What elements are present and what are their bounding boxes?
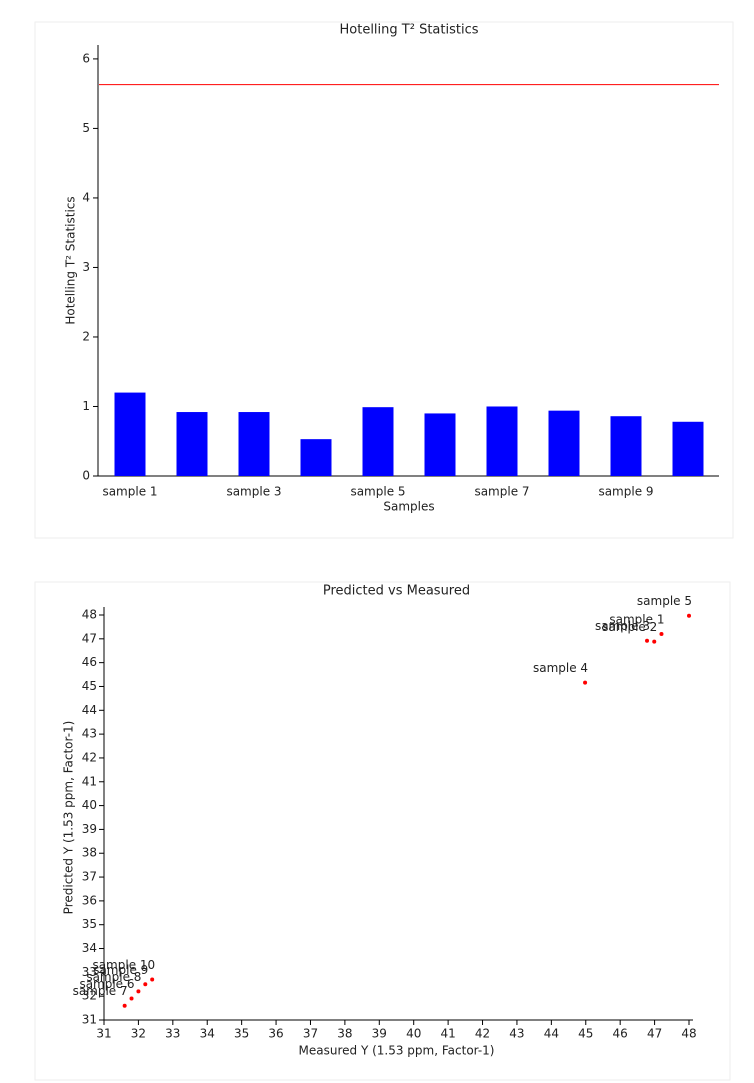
point-label: sample 6	[79, 977, 134, 991]
y-tick-label: 4	[82, 190, 90, 204]
x-tick-label: sample 7	[474, 485, 529, 499]
y-tick-label: 48	[82, 608, 97, 622]
x-tick-label: 40	[406, 1027, 421, 1041]
y-tick-label: 33	[82, 965, 97, 979]
point	[687, 613, 691, 618]
x-tick-label: 38	[337, 1027, 352, 1041]
y-tick-label: 44	[82, 703, 97, 717]
bar	[176, 412, 208, 476]
bar	[548, 410, 580, 476]
x-tick-label: 36	[268, 1027, 283, 1041]
x-tick-label: 41	[440, 1027, 455, 1041]
panel	[34, 21, 734, 539]
chart-title: Hotelling T² Statistics	[340, 23, 479, 38]
point-label: sample 2	[602, 620, 657, 634]
x-tick-label: 39	[372, 1027, 387, 1041]
y-tick-label: 34	[82, 941, 97, 955]
x-tick-label: sample 9	[598, 485, 653, 499]
panel	[34, 581, 731, 1081]
point	[652, 639, 657, 644]
x-tick-label: sample 1	[102, 485, 157, 499]
x-tick-label: 43	[509, 1027, 524, 1041]
bar	[424, 413, 456, 476]
y-tick-label: 47	[82, 631, 97, 645]
x-tick-label: sample 3	[226, 485, 281, 499]
bar	[672, 421, 704, 476]
point	[150, 977, 155, 982]
y-tick-label: 40	[82, 798, 97, 812]
y-tick-label: 43	[82, 727, 97, 741]
x-tick-label: 35	[234, 1027, 249, 1041]
point	[143, 982, 148, 987]
y-tick-label: 1	[82, 399, 90, 413]
bar	[486, 406, 518, 476]
y-tick-label: 46	[82, 655, 97, 669]
x-tick-label: sample 5	[350, 485, 405, 499]
x-tick-label: 48	[681, 1027, 696, 1041]
x-tick-label: 44	[544, 1027, 559, 1041]
y-tick-label: 37	[82, 870, 97, 884]
y-tick-label: 2	[82, 329, 90, 343]
point-label: sample 1	[609, 613, 664, 627]
y-tick-label: 31	[82, 1013, 97, 1027]
y-tick-label: 35	[82, 917, 97, 931]
bar	[114, 392, 146, 476]
point	[659, 632, 664, 637]
y-tick-label: 39	[82, 822, 97, 836]
y-tick-label: 41	[82, 774, 97, 788]
point-label: sample 4	[533, 661, 588, 675]
y-tick-label: 6	[82, 51, 90, 65]
x-tick-label: 45	[578, 1027, 593, 1041]
bar	[610, 416, 642, 476]
point-label: sample 8	[86, 970, 141, 984]
y-tick-label: 36	[82, 893, 97, 907]
point-label: sample 3	[595, 619, 650, 633]
point-label: sample 9	[93, 963, 148, 977]
point	[122, 1003, 127, 1008]
x-tick-label: 42	[475, 1027, 490, 1041]
x-tick-label: 33	[165, 1027, 180, 1041]
chart-title: Predicted vs Measured	[323, 584, 470, 599]
y-tick-label: 0	[82, 469, 90, 483]
y-tick-label: 38	[82, 846, 97, 860]
x-tick-label: 47	[647, 1027, 662, 1041]
bar	[300, 439, 332, 476]
bar	[362, 407, 394, 476]
y-axis-label: Hotelling T² Statistics	[64, 196, 78, 324]
point	[129, 996, 134, 1001]
y-tick-label: 3	[82, 260, 90, 274]
y-tick-label: 32	[82, 989, 97, 1003]
x-tick-label: 37	[303, 1027, 318, 1041]
y-tick-label: 42	[82, 750, 97, 764]
x-tick-label: 32	[131, 1027, 146, 1041]
y-tick-label: 45	[82, 679, 97, 693]
x-axis-label: Measured Y (1.53 ppm, Factor-1)	[299, 1044, 495, 1058]
y-axis-label: Predicted Y (1.53 ppm, Factor-1)	[62, 721, 76, 915]
point	[136, 989, 141, 994]
x-axis-label: Samples	[383, 500, 434, 514]
bar	[238, 412, 270, 476]
x-tick-label: 46	[613, 1027, 628, 1041]
y-tick-label: 5	[82, 121, 90, 135]
point-label: sample 5	[637, 594, 692, 608]
x-tick-label: 31	[96, 1027, 111, 1041]
point-label: sample 10	[92, 958, 155, 972]
point-label: sample 7	[73, 984, 128, 998]
point	[583, 680, 588, 685]
point	[645, 638, 650, 643]
x-tick-label: 34	[200, 1027, 215, 1041]
